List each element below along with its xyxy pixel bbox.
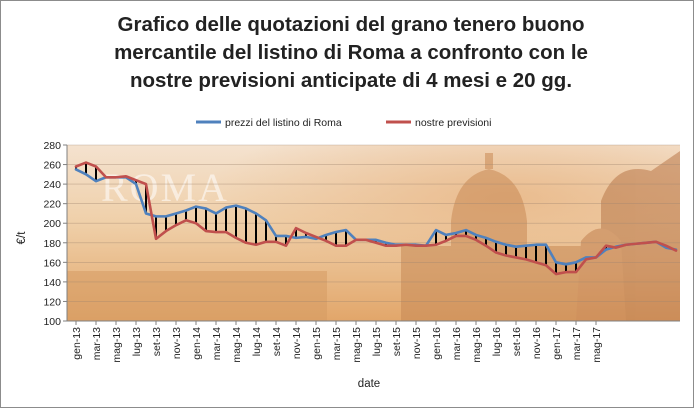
y-tick-label: 100 xyxy=(43,316,61,328)
gridlines xyxy=(67,144,680,302)
x-tick-label: set-13 xyxy=(151,327,163,356)
x-tick-label: mag-16 xyxy=(471,327,483,363)
y-tick-label: 220 xyxy=(43,199,61,211)
legend-label-listino: prezzi del listino di Roma xyxy=(225,117,342,129)
x-tick-label: gen-15 xyxy=(311,327,323,360)
x-tick-label: mar-15 xyxy=(331,327,343,360)
x-tick-label: gen-16 xyxy=(431,327,443,360)
x-axis-ticks: gen-13 mar-13 mag-13 lug-13 set-13 nov-13 gen-… xyxy=(71,321,603,363)
chart-title-line-3: nostre previsioni anticipate di 4 mesi e… xyxy=(129,69,573,92)
series-lines xyxy=(74,161,678,276)
x-tick-label: mag-17 xyxy=(591,327,603,363)
y-tick-label: 140 xyxy=(43,277,61,289)
x-tick-label: nov-14 xyxy=(291,327,303,359)
x-tick-label: mar-17 xyxy=(571,327,583,360)
x-tick-label: set-16 xyxy=(511,327,523,356)
background-illustration xyxy=(67,151,680,321)
watermark-roma: ROMA xyxy=(101,165,229,210)
y-tick-label: 160 xyxy=(43,257,61,269)
y-tick-label: 280 xyxy=(43,140,61,152)
y-tick-label: 180 xyxy=(43,238,61,250)
plot-area: ROMA 100 120 140 160 180 200 220 240 260 280 gen-… xyxy=(43,140,680,363)
x-tick-label: nov-16 xyxy=(531,327,543,359)
y-axis-ticks: 100 120 140 160 180 200 220 240 260 280 xyxy=(43,140,67,328)
x-tick-label: gen-17 xyxy=(551,327,563,360)
tree-silhouette-2 xyxy=(576,228,626,321)
y-tick-label: 120 xyxy=(43,296,61,308)
series-line-previsioni xyxy=(74,161,678,276)
x-tick-label: lug-14 xyxy=(251,327,263,356)
x-tick-label: nov-15 xyxy=(411,327,423,359)
x-tick-label: set-15 xyxy=(391,327,403,356)
buildings-silhouette-left xyxy=(67,271,327,321)
x-tick-label: mar-14 xyxy=(211,327,223,360)
x-tick-label: lug-16 xyxy=(491,327,503,356)
x-tick-label: set-14 xyxy=(271,327,283,356)
x-tick-label: lug-15 xyxy=(371,327,383,356)
x-tick-label: lug-13 xyxy=(131,327,143,356)
y-tick-label: 200 xyxy=(43,218,61,230)
x-tick-label: nov-13 xyxy=(171,327,183,359)
y-axis-title: €/t xyxy=(16,231,28,245)
chart-title-line-1: Grafico delle quotazioni del grano tener… xyxy=(117,13,585,36)
x-tick-label: gen-14 xyxy=(191,327,203,360)
x-tick-label: mag-15 xyxy=(351,327,363,363)
legend: prezzi del listino di Roma nostre previs… xyxy=(196,117,491,129)
dome-lantern xyxy=(485,153,493,169)
series-line-listino xyxy=(74,168,678,266)
x-tick-label: mag-14 xyxy=(231,327,243,363)
chart-title-line-2: mercantile del listino di Roma a confron… xyxy=(114,41,588,64)
legend-label-previsioni: nostre previsioni xyxy=(415,117,491,129)
x-tick-label: mag-13 xyxy=(111,327,123,363)
facade-silhouette xyxy=(401,246,581,321)
x-axis-title: date xyxy=(358,378,380,390)
y-tick-label: 260 xyxy=(43,160,61,172)
chart-title: Grafico delle quotazioni del grano tener… xyxy=(61,11,641,95)
x-tick-label: mar-13 xyxy=(91,327,103,360)
x-tick-label: gen-13 xyxy=(71,327,83,360)
x-tick-label: mar-16 xyxy=(451,327,463,360)
y-tick-label: 240 xyxy=(43,179,61,191)
